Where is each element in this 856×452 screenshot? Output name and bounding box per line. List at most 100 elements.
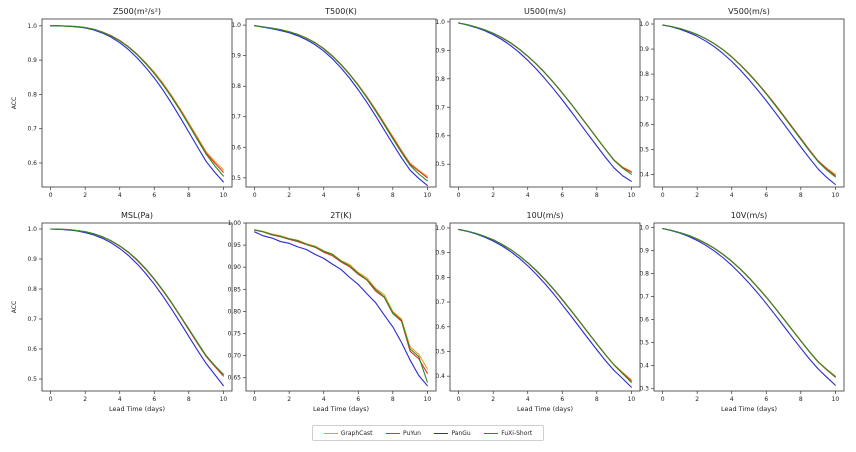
x-tick-label: 6 [356, 396, 360, 403]
panel-title: 10U(m/s) [527, 211, 564, 220]
series-line-graphcast [254, 229, 428, 370]
x-tick-label: 0 [253, 192, 257, 199]
y-tick-label: 0.7 [639, 96, 649, 103]
legend-label: PanGu [451, 429, 471, 437]
series-line-fuxi-short [50, 25, 224, 177]
series-line-fuxi-short [662, 227, 836, 378]
series-line-fuxi-short [458, 228, 632, 383]
x-tick-label: 8 [187, 192, 191, 199]
x-tick-label: 8 [391, 192, 395, 199]
panel-t500-k: T500(K) 0 2 4 6 8 10 0.5 0.6 0.7 0.8 0.9 1.0 [231, 7, 437, 199]
series-line-pangu [254, 231, 428, 387]
y-tick-label: 0.8 [639, 71, 649, 78]
series-line-fuxi-short [254, 229, 428, 383]
series-line-puyun [50, 25, 224, 173]
y-tick-label: 0.80 [228, 308, 242, 315]
series-line-pangu [458, 228, 632, 388]
series-line-pangu [50, 228, 224, 387]
x-tick-label: 4 [526, 396, 530, 403]
y-tick-label: 1.0 [27, 23, 37, 30]
y-tick-label: 0.9 [27, 57, 37, 64]
panel-msl-pa: MSL(Pa) 0 2 4 6 8 10 0.5 0.6 0.7 0.8 0.9 1.0 ACC Lead … [11, 211, 233, 413]
series-line-graphcast [458, 228, 632, 381]
y-tick-label: 0.7 [231, 114, 241, 121]
y-tick-label: 0.4 [435, 373, 445, 380]
x-tick-label: 8 [187, 396, 191, 403]
legend-label: PuYun [403, 429, 421, 437]
y-tick-label: 1.0 [27, 226, 37, 233]
panel-title: V500(m/s) [728, 7, 770, 16]
x-tick-label: 6 [152, 396, 156, 403]
y-tick-label: 0.6 [639, 121, 649, 128]
series-line-puyun [254, 25, 428, 179]
x-tick-label: 0 [457, 396, 461, 403]
x-tick-label: 4 [730, 396, 734, 403]
x-tick-label: 0 [661, 192, 665, 199]
y-axis-label: ACC [11, 301, 18, 313]
x-tick-label: 2 [287, 396, 291, 403]
y-tick-label: 0.3 [639, 386, 649, 393]
x-tick-label: 4 [118, 396, 122, 403]
x-tick-label: 0 [253, 396, 257, 403]
x-tick-label: 6 [560, 396, 564, 403]
y-tick-label: 0.6 [27, 346, 37, 353]
series-line-puyun [254, 229, 428, 374]
series-line-graphcast [50, 25, 224, 171]
y-tick-label: 1.0 [435, 225, 445, 232]
x-tick-label: 4 [322, 396, 326, 403]
y-tick-label: 0.65 [228, 375, 242, 382]
x-tick-label: 4 [526, 192, 530, 199]
x-tick-label: 2 [491, 396, 495, 403]
panel-title: 2T(K) [330, 211, 351, 220]
series-line-pangu [458, 22, 632, 182]
y-tick-label: 0.5 [435, 348, 445, 355]
x-tick-label: 0 [49, 396, 53, 403]
legend-swatch [386, 432, 401, 434]
legend-swatch [323, 432, 338, 434]
y-tick-label: 0.7 [435, 104, 445, 111]
x-tick-label: 10 [220, 396, 228, 403]
x-tick-label: 6 [560, 192, 564, 199]
y-tick-label: 1.0 [639, 21, 649, 28]
plot-frame [449, 222, 641, 392]
x-tick-label: 6 [356, 192, 360, 199]
y-tick-label: 0.9 [639, 248, 649, 255]
panel-10v-m-s: 10V(m/s) 0 2 4 6 8 10 0.3 0.4 0.5 0.6 0.7 0.8 0.9 1.0 L… [639, 211, 845, 413]
panel-u500-m-s: U500(m/s) 0 2 4 6 8 10 0.5 0.6 0.7 0.8 0.9 1.0 [435, 7, 641, 199]
y-tick-label: 0.90 [228, 264, 242, 271]
y-tick-label: 0.9 [435, 250, 445, 257]
panel-title: 10V(m/s) [731, 211, 768, 220]
x-axis-label: Lead Time (days) [109, 405, 165, 413]
series-line-fuxi-short [662, 24, 836, 178]
panel-10u-m-s: 10U(m/s) 0 2 4 6 8 10 0.4 0.5 0.6 0.7 0.8 0.9 1.0 Lead… [435, 211, 641, 413]
x-tick-label: 6 [764, 192, 768, 199]
panel-title: U500(m/s) [524, 7, 566, 16]
y-tick-label: 0.8 [435, 274, 445, 281]
series-line-pangu [662, 227, 836, 386]
plot-frame [653, 18, 845, 188]
legend-label: GraphCast [340, 429, 373, 437]
y-tick-label: 0.4 [639, 363, 649, 370]
plot-frame [653, 222, 845, 392]
series-line-fuxi-short [254, 25, 428, 182]
x-tick-label: 10 [628, 396, 636, 403]
series-line-pangu [662, 24, 836, 186]
x-tick-label: 8 [799, 192, 803, 199]
plot-frame [449, 18, 641, 188]
y-tick-label: 0.6 [27, 160, 37, 167]
x-tick-label: 8 [595, 396, 599, 403]
y-tick-label: 1.0 [639, 225, 649, 232]
y-tick-label: 0.5 [639, 340, 649, 347]
x-tick-label: 2 [83, 192, 87, 199]
x-tick-label: 10 [424, 192, 432, 199]
x-tick-label: 8 [595, 192, 599, 199]
chart-legend: GraphCast PuYun PanGu FuXi-Short [312, 425, 544, 441]
x-tick-label: 6 [764, 396, 768, 403]
panel-z500-m-s: Z500(m²/s²) 0 2 4 6 8 10 0.6 0.7 0.8 0.9 1.0 ACC [11, 7, 233, 199]
series-line-fuxi-short [458, 22, 632, 175]
y-tick-label: 0.6 [231, 144, 241, 151]
series-line-puyun [458, 228, 632, 382]
panel-title: MSL(Pa) [121, 211, 153, 220]
plot-frame [245, 222, 437, 392]
